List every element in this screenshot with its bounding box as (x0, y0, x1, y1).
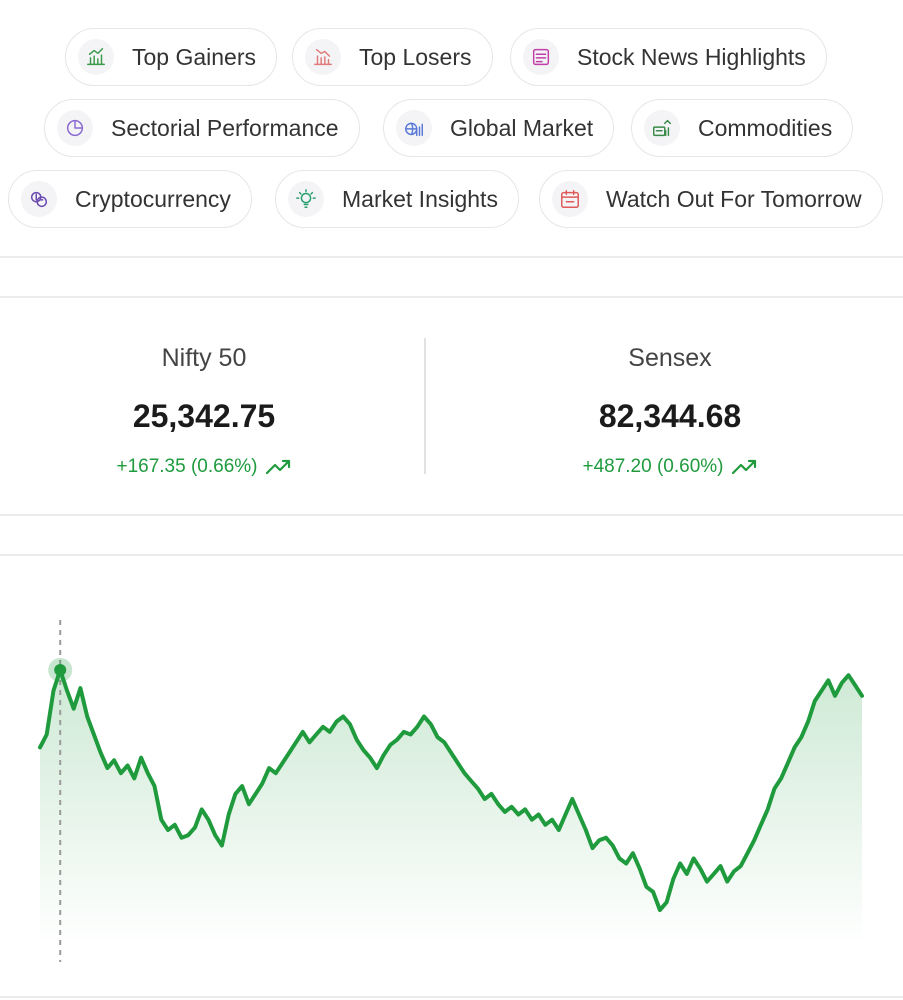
chip-icon-wrap (396, 110, 432, 146)
index-change: +167.35 (0.66%) (0, 454, 414, 480)
chip-icon-wrap (523, 39, 559, 75)
chip-icon-wrap (57, 110, 93, 146)
globe-icon (405, 122, 423, 137)
chip-icon-wrap (288, 181, 324, 217)
chip-commodities[interactable]: Commodities (631, 99, 854, 157)
chip-icon-wrap (305, 39, 341, 75)
chart-marker[interactable] (54, 664, 67, 676)
chip-label: Watch Out For Tomorrow (606, 185, 862, 212)
sensex-card[interactable]: Sensex 82,344.68 +487.20 (0.60%) (460, 340, 880, 480)
index-name: Nifty 50 (161, 344, 247, 372)
commodities-icon (653, 119, 671, 137)
divider (0, 514, 903, 516)
quick-links-row-1: Top Gainers Top Losers Stock News Highligh… (0, 28, 903, 90)
divider (0, 256, 903, 258)
calendar-icon (561, 190, 579, 208)
chip-label: Cryptocurrency (75, 185, 231, 212)
chip-cryptocurrency[interactable]: Cryptocurrency (8, 170, 252, 228)
chip-label: Top Losers (359, 43, 472, 70)
trend-up-icon (265, 459, 290, 475)
index-separator (424, 338, 426, 474)
index-change-text: +487.20 (0.60%) (582, 456, 724, 477)
divider (0, 996, 903, 998)
chip-label: Stock News Highlights (577, 43, 806, 70)
index-line-chart[interactable] (0, 600, 903, 970)
chip-label: Market Insights (342, 185, 498, 212)
index-value: 82,344.68 (598, 398, 742, 434)
insights-icon (296, 189, 316, 208)
news-icon (532, 48, 550, 66)
chip-watch-out-for-tomorrow[interactable]: Watch Out For Tomorrow (539, 170, 883, 228)
chip-icon-wrap (644, 110, 680, 146)
trend-up-icon (731, 459, 756, 475)
divider (0, 554, 903, 556)
quick-links-row-3: Cryptocurrency Market Insights Watch Out F… (0, 170, 903, 232)
chip-label: Top Gainers (132, 43, 257, 70)
gainers-icon (87, 48, 105, 66)
chart-area-fill (40, 670, 862, 945)
chip-icon-wrap (21, 181, 57, 217)
chip-top-losers[interactable]: Top Losers (292, 28, 493, 86)
sector-icon (66, 119, 84, 137)
index-change-text: +167.35 (0.66%) (116, 456, 258, 477)
chart-series-line (38, 668, 864, 912)
chip-market-insights[interactable]: Market Insights (275, 170, 519, 228)
losers-icon (314, 48, 332, 66)
chip-icon-wrap (78, 39, 114, 75)
chip-sectorial-performance[interactable]: Sectorial Performance (44, 99, 360, 157)
index-name: Sensex (628, 344, 712, 372)
index-value: 25,342.75 (132, 398, 276, 434)
chip-global-market[interactable]: Global Market (383, 99, 615, 157)
crypto-icon (30, 191, 48, 208)
chip-top-gainers[interactable]: Top Gainers (65, 28, 278, 86)
chip-icon-wrap (552, 181, 588, 217)
chip-label: Global Market (450, 114, 594, 141)
nifty-50-card[interactable]: Nifty 50 25,342.75 +167.35 (0.66%) (0, 340, 414, 480)
chip-label: Commodities (698, 114, 833, 141)
chip-stock-news-highlights[interactable]: Stock News Highlights (510, 28, 827, 86)
chip-label: Sectorial Performance (111, 114, 339, 141)
quick-links-row-2: Sectorial Performance Global Market Commod… (0, 99, 903, 161)
index-change: +487.20 (0.60%) (460, 454, 880, 480)
divider (0, 296, 903, 298)
